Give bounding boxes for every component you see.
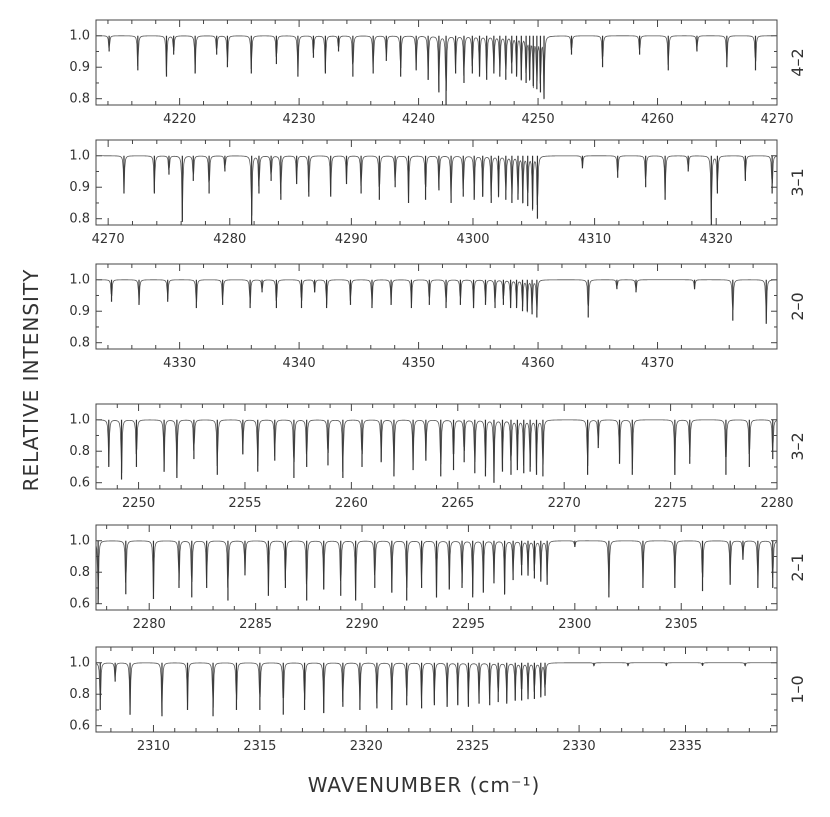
spectrum-trace (95, 662, 777, 715)
y-tick-label: 1.0 (69, 413, 90, 428)
x-tick-label: 4250 (522, 112, 555, 127)
x-tick-label: 4320 (700, 232, 733, 247)
x-tick-label: 2335 (669, 739, 702, 754)
panel-frame (95, 19, 778, 106)
y-tick-label: 0.8 (69, 336, 90, 351)
band-label: 4–2 (788, 48, 807, 76)
x-tick-label: 2255 (228, 496, 261, 511)
y-tick-label: 0.8 (69, 92, 90, 107)
x-tick-label: 4230 (283, 112, 316, 127)
panel-frame (95, 139, 778, 226)
y-tick-label: 1.0 (69, 534, 90, 549)
panel-5: 2280 2285 2290 2295 2300 2305 0.6 0.8 1.0 2–1 (69, 524, 807, 632)
x-tick-label: 2275 (654, 496, 687, 511)
x-tick-label: 4220 (163, 112, 196, 127)
x-tick-label: 2320 (350, 739, 383, 754)
x-tick-label: 4350 (402, 356, 435, 371)
spectrum-trace (95, 419, 778, 483)
spectrum-trace (96, 279, 778, 321)
y-tick-label: 1.0 (69, 149, 90, 164)
x-tick-label: 4360 (522, 356, 555, 371)
x-tick-label: 2280 (760, 496, 793, 511)
x-tick-label: 2295 (452, 617, 485, 632)
y-tick-label: 0.6 (69, 476, 90, 491)
panel-1: 4220 4230 4240 4250 4260 4270 0.8 0.9 1.0 4–2 (69, 19, 807, 127)
x-tick-label: 4280 (213, 232, 246, 247)
x-tick-label: 2305 (665, 617, 698, 632)
band-label: 1–0 (788, 675, 807, 703)
band-label: 3–2 (788, 432, 807, 460)
panel-2: 4270 4280 4290 4300 4310 4320 0.8 0.9 1.0 3–1 (69, 139, 807, 247)
y-tick-label: 0.6 (69, 597, 90, 612)
y-tick-label: 0.8 (69, 687, 90, 702)
y-tick-label: 0.9 (69, 304, 90, 319)
y-tick-label: 0.6 (69, 719, 90, 734)
x-tick-label: 2260 (335, 496, 368, 511)
x-tick-label: 2300 (558, 617, 591, 632)
y-axis-label: RELATIVE INTENSITY (19, 269, 43, 492)
band-label: 2–0 (788, 292, 807, 320)
band-label: 2–1 (788, 553, 807, 581)
x-tick-label: 4270 (760, 112, 793, 127)
x-tick-label: 4260 (641, 112, 674, 127)
x-tick-label: 2285 (239, 617, 272, 632)
x-tick-label: 4310 (578, 232, 611, 247)
band-label: 3–1 (788, 168, 807, 196)
y-tick-label: 1.0 (69, 656, 90, 671)
spectrum-trace (96, 155, 778, 221)
panels: 4220 4230 4240 4250 4260 42700.80.91.04–24270… (69, 19, 807, 754)
panel-frame (95, 263, 778, 350)
x-tick-label: 2330 (563, 739, 596, 754)
panel-3: 4330 4340 4350 4360 4370 0.8 0.9 1.0 2–0 (69, 263, 807, 371)
x-tick-label: 4290 (335, 232, 368, 247)
y-tick-label: 0.9 (69, 180, 90, 195)
x-axis-label: WAVENUMBER (cm⁻¹) (308, 773, 541, 797)
x-tick-label: 2290 (345, 617, 378, 632)
spectrum-trace (95, 35, 777, 100)
x-tick-label: 2280 (133, 617, 166, 632)
y-tick-label: 1.0 (69, 29, 90, 44)
x-tick-label: 4370 (641, 356, 674, 371)
y-tick-label: 1.0 (69, 273, 90, 288)
x-tick-label: 2265 (441, 496, 474, 511)
panel-6: 2310 2315 2320 2325 2330 2335 0.6 0.8 1.0 1–0 (69, 646, 807, 754)
y-tick-label: 0.9 (69, 60, 90, 75)
panel-frame (95, 646, 778, 733)
x-tick-label: 2315 (243, 739, 276, 754)
panel-frame (95, 524, 778, 611)
spectrum-trace (95, 540, 778, 600)
x-tick-label: 2310 (137, 739, 170, 754)
x-tick-label: 2250 (122, 496, 155, 511)
y-tick-label: 0.8 (69, 565, 90, 580)
y-tick-label: 0.8 (69, 444, 90, 459)
x-tick-label: 4330 (163, 356, 196, 371)
x-tick-label: 2270 (548, 496, 581, 511)
x-tick-label: 2325 (456, 739, 489, 754)
x-tick-label: 4300 (456, 232, 489, 247)
x-tick-label: 4340 (283, 356, 316, 371)
panel-4: 2250 2255 2260 2265 2270 2275 2280 0.6 0.8 1.0 3–2 (69, 403, 807, 511)
x-tick-label: 4270 (92, 232, 125, 247)
x-tick-label: 4240 (402, 112, 435, 127)
y-tick-label: 0.8 (69, 212, 90, 227)
